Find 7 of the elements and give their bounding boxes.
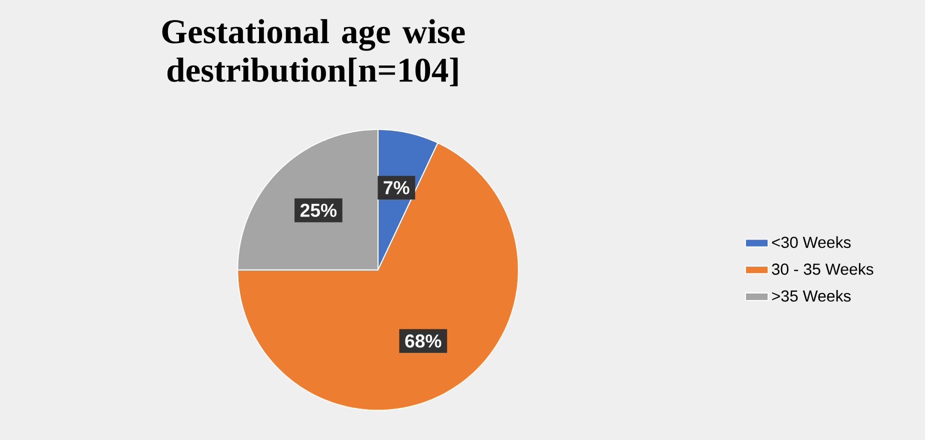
data-label: 7%: [384, 181, 410, 194]
legend-label: <30 Weeks: [772, 236, 851, 248]
data-label: 25%: [300, 204, 337, 217]
data-label: 68%: [405, 334, 442, 348]
legend-label: >35 Weeks: [772, 290, 851, 302]
legend-label: 30 - 35 Weeks: [772, 263, 874, 275]
chart-title: Gestational age wise destribution[n=104]: [162, 19, 465, 86]
